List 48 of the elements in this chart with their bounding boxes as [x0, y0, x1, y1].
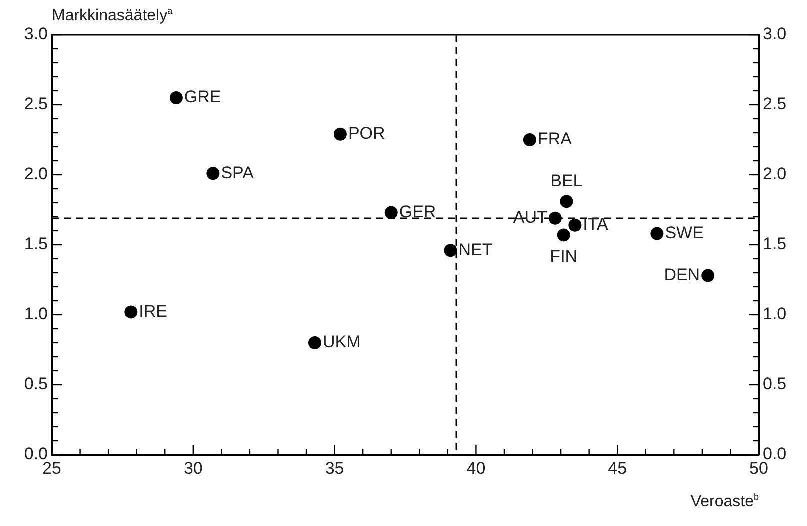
- point: [557, 228, 570, 242]
- point: [702, 269, 715, 282]
- point: [334, 128, 347, 141]
- point: [548, 212, 562, 225]
- y-axis-title: Markkinasäätely$^{a}$: [52, 6, 173, 26]
- y-tick-label: 3.0: [24, 24, 48, 44]
- annotation: SWE: [665, 223, 704, 242]
- annotation: UKM: [323, 332, 361, 352]
- point: [523, 134, 536, 146]
- annotation: DEN: [664, 265, 700, 284]
- point: [568, 218, 582, 232]
- y2-tick-label: 0.5: [763, 374, 787, 394]
- x-tick-label: 25: [42, 458, 62, 478]
- point: [444, 244, 458, 258]
- x-axis-title: Veroaste$^{b}$: [690, 492, 759, 512]
- point: [206, 167, 220, 180]
- point: [650, 227, 664, 240]
- y-tick-label: 1.5: [24, 234, 48, 254]
- y-tick-label: 2.5: [24, 94, 48, 114]
- y2-tick-label: 1.0: [763, 304, 787, 324]
- point: [170, 92, 183, 104]
- point: [308, 336, 322, 350]
- y2-tick-label: 3.0: [763, 24, 787, 44]
- annotation: POR: [348, 124, 386, 144]
- point: [124, 306, 138, 319]
- annotation: FRA: [538, 130, 573, 149]
- y2-tick-label: 2.5: [763, 94, 787, 114]
- x-tick-label: 45: [608, 458, 628, 478]
- y2-tick-label: 1.5: [763, 234, 787, 254]
- annotation: FIN: [550, 246, 578, 266]
- annotation: NET: [458, 240, 493, 260]
- x-tick-label: 40: [466, 458, 486, 478]
- annotation: IRE: [139, 302, 168, 321]
- y-tick-label: 1.0: [24, 304, 48, 324]
- annotation: GRE: [184, 88, 222, 107]
- y-tick-label: 2.0: [24, 164, 48, 184]
- y2-tick-label: 2.0: [763, 164, 787, 184]
- annotation: ITA: [583, 215, 610, 234]
- annotation: SPA: [221, 163, 255, 182]
- x-tick-label: 50: [750, 458, 768, 478]
- x-tick-label: 35: [325, 458, 344, 478]
- annotation: GER: [399, 202, 436, 222]
- point: [560, 195, 574, 208]
- annotation: BEL: [550, 171, 583, 190]
- point: [384, 206, 398, 220]
- y-tick-label: 0.5: [24, 374, 48, 394]
- annotation: AUT: [513, 208, 548, 228]
- x-tick-label: 30: [184, 458, 203, 478]
